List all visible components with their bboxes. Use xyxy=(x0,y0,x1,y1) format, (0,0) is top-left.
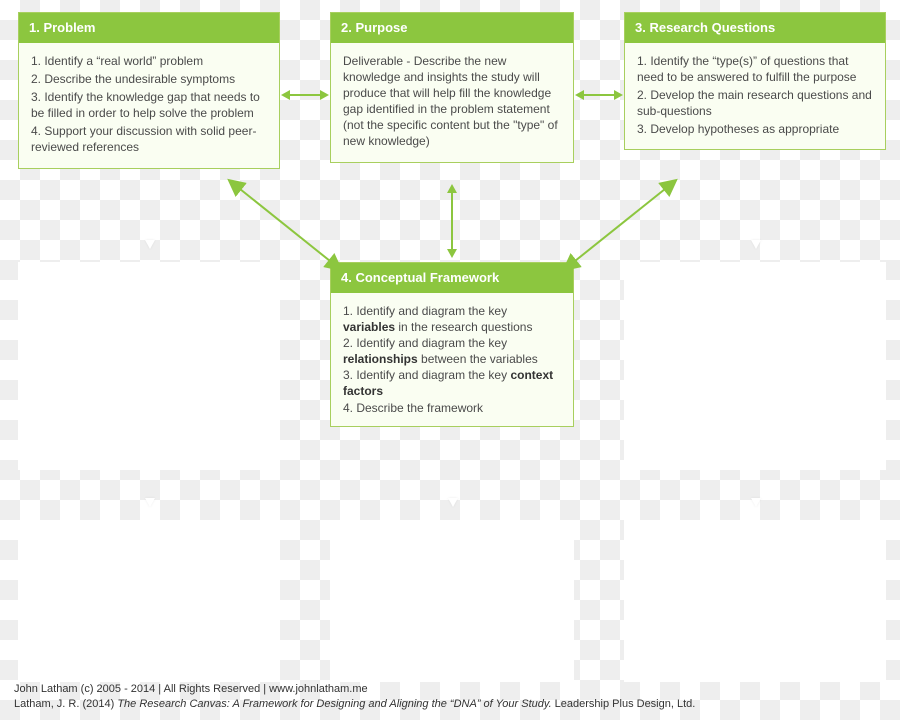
text-line: 3. Identify the knowledge gap that needs… xyxy=(31,89,267,121)
node-framework-body: 1. Identify and diagram the key variable… xyxy=(331,293,573,426)
attribution-line1: John Latham (c) 2005 - 2014 | All Rights… xyxy=(14,682,695,697)
ghost-arrow-icon xyxy=(448,498,458,507)
ghost-arrow-icon xyxy=(751,240,761,249)
node-framework: 4. Conceptual Framework 1. Identify and … xyxy=(330,262,574,427)
node-purpose-body: Deliverable - Describe the new knowledge… xyxy=(331,43,573,162)
node-questions: 3. Research Questions 1. Identify the “t… xyxy=(624,12,886,150)
ghost-arrow-icon xyxy=(751,498,761,507)
node-problem: 1. Problem 1. Identify a “real world” pr… xyxy=(18,12,280,169)
arrow-head-icon xyxy=(320,90,329,100)
text-line: Deliverable - Describe the new knowledge… xyxy=(343,53,561,150)
arrow-head-icon xyxy=(575,90,584,100)
arrow-head-icon xyxy=(281,90,290,100)
ghost-panel xyxy=(18,262,280,470)
arrow-head-icon xyxy=(447,249,457,258)
ghost-arrow-icon xyxy=(145,240,155,249)
node-problem-title: 1. Problem xyxy=(19,13,279,43)
ghost-panel xyxy=(624,520,886,682)
attribution-italic: The Research Canvas: A Framework for Des… xyxy=(117,698,551,710)
text-line: 1. Identify a “real world” problem xyxy=(31,53,267,69)
attribution-line2: Latham, J. R. (2014) The Research Canvas… xyxy=(14,697,695,712)
attribution-prefix: Latham, J. R. (2014) xyxy=(14,698,117,710)
node-problem-body: 1. Identify a “real world” problem 2. De… xyxy=(19,43,279,168)
edge-problem-purpose xyxy=(289,94,321,96)
node-purpose-title: 2. Purpose xyxy=(331,13,573,43)
text-line: 4. Support your discussion with solid pe… xyxy=(31,123,267,155)
ghost-panel xyxy=(330,520,574,682)
text-line: 3. Develop hypotheses as appropriate xyxy=(637,121,873,137)
attribution-suffix: Leadership Plus Design, Ltd. xyxy=(552,698,696,710)
ghost-panel xyxy=(18,520,280,682)
text-line: 2. Describe the undesirable symptoms xyxy=(31,71,267,87)
diagram-canvas: 1. Problem 1. Identify a “real world” pr… xyxy=(0,0,900,720)
ghost-arrow-icon xyxy=(145,498,155,507)
text-line: 2. Develop the main research questions a… xyxy=(637,87,873,119)
edge-purpose-questions xyxy=(583,94,615,96)
node-questions-title: 3. Research Questions xyxy=(625,13,885,43)
node-questions-body: 1. Identify the “type(s)” of questions t… xyxy=(625,43,885,150)
edge-purpose-framework xyxy=(451,192,453,250)
node-purpose: 2. Purpose Deliverable - Describe the ne… xyxy=(330,12,574,163)
node-framework-title: 4. Conceptual Framework xyxy=(331,263,573,293)
text-line: 1. Identify the “type(s)” of questions t… xyxy=(637,53,873,85)
ghost-panel xyxy=(624,262,886,470)
attribution-text: John Latham (c) 2005 - 2014 | All Rights… xyxy=(14,682,695,712)
arrow-head-icon xyxy=(447,184,457,193)
arrow-head-icon xyxy=(614,90,623,100)
